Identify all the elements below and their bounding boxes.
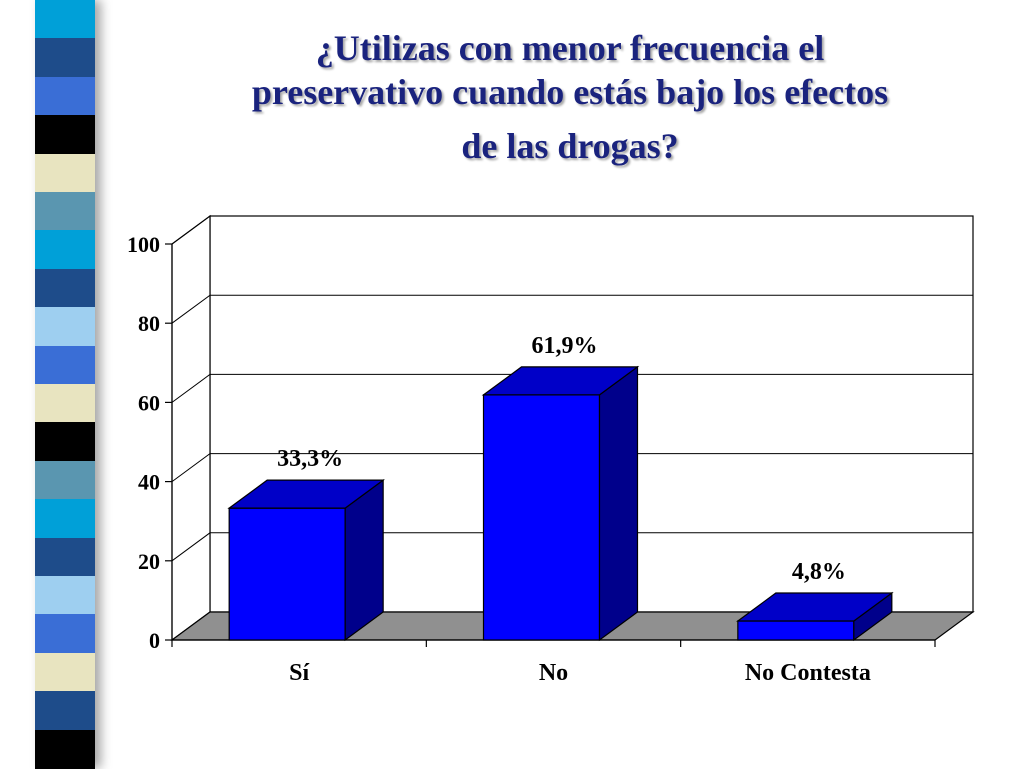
stripe-segment (35, 384, 95, 424)
stripe-segment (35, 460, 95, 501)
stripe-segment (35, 614, 95, 654)
bar-side (598, 365, 639, 642)
category-label: Sí (289, 660, 309, 686)
bar-front (482, 394, 601, 641)
stripe-segment (35, 499, 95, 539)
stripe-segment (35, 115, 95, 155)
slide-title: ¿Utilizas con menor frecuencia el preser… (150, 26, 990, 168)
bar-front (737, 620, 855, 641)
stripe-segment (35, 307, 95, 347)
data-label: 4,8% (792, 559, 846, 585)
bar-top (481, 366, 640, 396)
y-tick-label: 0 (149, 628, 160, 653)
bar-front (228, 507, 346, 641)
y-tick-label: 40 (138, 470, 160, 495)
stripe-segment (35, 38, 95, 78)
bar-top (227, 479, 385, 509)
stripe-segment (35, 652, 95, 693)
category-label: No (539, 660, 568, 686)
stripe-segment (35, 345, 95, 385)
y-tick-label: 20 (138, 549, 160, 574)
gridline (171, 453, 973, 483)
category-label: No Contesta (745, 660, 871, 686)
stripe-segment (35, 691, 95, 731)
stripe-segment (35, 422, 95, 462)
stripe-segment (35, 230, 95, 270)
bar-top (736, 592, 894, 622)
title-line-1: ¿Utilizas con menor frecuencia el (315, 28, 825, 68)
stripe-segment (35, 729, 95, 769)
stripe-segment (35, 268, 95, 309)
data-label: 33,3% (277, 446, 343, 472)
y-tick-label: 80 (138, 311, 160, 336)
title-line-2: preservativo cuando estás bajo los efect… (251, 72, 889, 112)
y-tick-label: 100 (127, 232, 160, 257)
gridline (171, 373, 973, 403)
title-line-3: de las drogas? (461, 126, 679, 166)
stripe-segment (35, 192, 95, 232)
gridline (171, 532, 973, 562)
stripe-segment (35, 76, 95, 117)
gridline (171, 215, 973, 245)
chart-side-wall (171, 214, 211, 642)
stripe-segment (35, 0, 95, 40)
y-tick-label: 60 (138, 390, 160, 415)
gridline (171, 294, 973, 324)
stripe-segment (35, 153, 95, 193)
bar-3 (736, 591, 894, 642)
bar-1 (227, 478, 385, 642)
data-label: 61,9% (532, 333, 598, 359)
decorative-stripe (35, 0, 95, 769)
bar-2 (481, 365, 640, 642)
stripe-segment (35, 537, 95, 577)
stripe-segment (35, 576, 95, 616)
